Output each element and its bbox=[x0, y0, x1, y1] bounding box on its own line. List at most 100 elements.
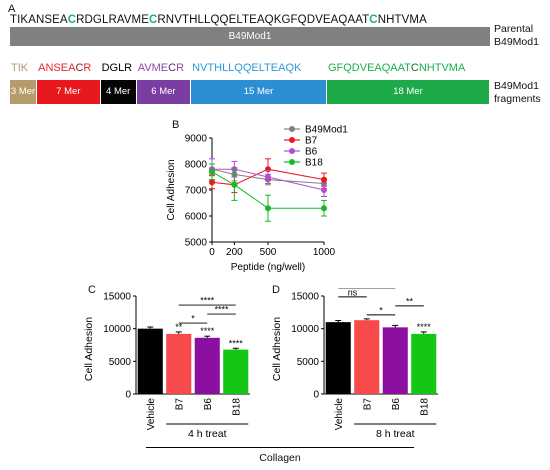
fragment-side-label: B49Mod1 fragments bbox=[494, 80, 541, 106]
x-tick-label: B7 bbox=[362, 398, 373, 411]
y-tick-label: 10000 bbox=[103, 324, 131, 335]
fragment-sequence-4: AVMECR bbox=[138, 62, 184, 74]
legend-swatch-dot bbox=[289, 159, 295, 165]
comparison-label: * bbox=[379, 305, 383, 315]
comparison-label: * bbox=[191, 314, 195, 324]
sequence-residue-run: C bbox=[67, 14, 77, 26]
fragment-residue-run: R bbox=[83, 62, 92, 74]
fragment-residue-run: ANSEA bbox=[38, 62, 76, 74]
legend-label: B18 bbox=[305, 158, 323, 169]
fragment-residue-run: NVTHLLQQELTEAQK bbox=[192, 62, 302, 74]
parental-bar: B49Mod1 bbox=[10, 27, 490, 46]
parental-side-label: Parental B49Mod1 bbox=[494, 23, 539, 49]
comparison-label: **** bbox=[214, 305, 229, 315]
data-point bbox=[209, 179, 215, 186]
sequence-residue-run: RDGLRAVME bbox=[76, 14, 149, 26]
fragment-bar-4: 6 Mer bbox=[136, 80, 191, 104]
treatment-label: 4 h treat bbox=[188, 428, 227, 440]
y-tick-label: 15000 bbox=[291, 292, 319, 303]
bar-chart-d: 0 5000 10000 15000 Cell Adhesion Vehicle B7 B6 *… bbox=[271, 288, 438, 440]
sequence-residue-run: TIKANSEA bbox=[10, 14, 68, 26]
y-tick-label: 15000 bbox=[103, 292, 131, 303]
fragment-bar-5: 15 Mer bbox=[191, 80, 326, 104]
panel-c-letter: C bbox=[88, 284, 96, 296]
fragment-bar-3: 4 Mer bbox=[100, 80, 136, 104]
fragment-side-label-line: B49Mod1 bbox=[494, 80, 539, 92]
fragment-residue-run: R bbox=[176, 62, 185, 74]
data-point bbox=[231, 181, 238, 188]
y-tick-label: 0 bbox=[125, 390, 131, 401]
legend-label: B6 bbox=[305, 147, 318, 158]
x-tick-label: B18 bbox=[419, 398, 430, 416]
series-line-B18 bbox=[211, 171, 324, 209]
data-point bbox=[209, 168, 215, 175]
y-tick-label: 9000 bbox=[185, 134, 208, 145]
fragment-residue-run: TIK bbox=[11, 62, 29, 74]
fragment-bar-2: 7 Mer bbox=[37, 80, 100, 104]
fragment-sequence-5: NVTHLLQQELTEAQK bbox=[192, 62, 301, 74]
y-tick-label: 10000 bbox=[291, 324, 319, 335]
x-tick-label: 500 bbox=[260, 247, 277, 258]
x-tick-label: 0 bbox=[209, 247, 215, 258]
collagen-rule bbox=[146, 447, 414, 448]
fragment-sequence-3: DGLR bbox=[102, 62, 133, 74]
x-tick-label: 200 bbox=[226, 247, 243, 258]
bar-significance: **** bbox=[200, 326, 215, 336]
legend-swatch-dot bbox=[289, 137, 295, 143]
y-tick-label: 0 bbox=[313, 390, 319, 401]
fragment-sequence-2: ANSEACR bbox=[38, 62, 91, 74]
x-tick-label: B6 bbox=[391, 398, 402, 411]
y-tick-label: 8000 bbox=[185, 160, 208, 171]
panel-b-letter: B bbox=[172, 119, 180, 131]
legend-swatch-dot bbox=[289, 148, 295, 154]
sequence-residue-run: C bbox=[369, 14, 378, 26]
fragment-residue-run: C bbox=[410, 62, 419, 74]
panel-d-letter: D bbox=[272, 284, 280, 296]
data-point bbox=[265, 205, 271, 212]
fragment-residue-run: GFQDVEAQAAT bbox=[327, 62, 411, 74]
bar-B18 bbox=[411, 333, 437, 394]
bar-Vehicle bbox=[137, 328, 163, 394]
legend-label: B7 bbox=[305, 136, 318, 147]
fragment-sequence-6: GFQDVEAQAATCNHTVMA bbox=[328, 62, 465, 74]
series-line-B6 bbox=[212, 168, 325, 191]
y-axis-label: Cell Adhesion bbox=[83, 317, 95, 381]
fragment-residue-run: AVME bbox=[137, 62, 169, 74]
x-tick-label: Vehicle bbox=[146, 398, 157, 431]
x-axis-label: Peptide (ng/well) bbox=[231, 262, 305, 273]
fragment-sequence-1: TIK bbox=[11, 62, 28, 74]
y-axis-label: Cell Adhesion bbox=[271, 317, 283, 381]
y-tick-label: 5000 bbox=[185, 238, 208, 249]
bar-B7 bbox=[354, 320, 380, 394]
data-point bbox=[321, 205, 327, 212]
bar-Vehicle bbox=[325, 322, 351, 394]
bar-significance: ** bbox=[175, 322, 183, 332]
legend-label: B49Mod1 bbox=[305, 125, 348, 136]
bar-B6 bbox=[382, 327, 408, 394]
bar-B18 bbox=[223, 349, 249, 394]
legend-swatch-dot bbox=[289, 126, 295, 132]
parental-sequence: TIKANSEACRDGLRAVMECRNVTHLLQQELTEAQKGFQDV… bbox=[10, 14, 427, 26]
data-point bbox=[321, 187, 327, 193]
sequence-residue-run: C bbox=[149, 14, 158, 26]
comparison-label: ** bbox=[406, 296, 414, 306]
y-axis-label: Cell Adhesion bbox=[166, 159, 177, 220]
sequence-residue-run: RNVTHLLQQELTEAQKGFQDVEAQAAT bbox=[157, 14, 370, 26]
x-tick-label: B6 bbox=[203, 398, 214, 411]
line-chart-b: 5000 6000 7000 8000 9000 0 200 500 1000 Peptide (… bbox=[166, 125, 348, 274]
treatment-label: 8 h treat bbox=[376, 428, 415, 440]
data-point bbox=[321, 176, 327, 183]
fragment-sequences: TIK ANSEACR DGLR AVMECR NVTHLLQQELTEAQK GFQDV… bbox=[10, 62, 490, 76]
fragment-bar-1: 3 Mer bbox=[10, 80, 37, 104]
fragment-residue-run: NHTVMA bbox=[418, 62, 466, 74]
bar-significance: **** bbox=[229, 338, 244, 348]
x-tick-label: 1000 bbox=[313, 247, 336, 258]
panel-a-letter: A bbox=[8, 3, 16, 15]
y-tick-label: 5000 bbox=[297, 357, 320, 368]
parental-side-label-line: B49Mod1 bbox=[494, 36, 539, 48]
comparison-label: **** bbox=[200, 296, 215, 306]
bar-chart-c: 0 5000 10000 15000 Cell Adhesion Vehicle ** B7 *… bbox=[83, 292, 250, 440]
parental-side-label-line: Parental bbox=[494, 23, 534, 35]
x-tick-label: B7 bbox=[174, 398, 185, 411]
fragment-residue-run: C bbox=[75, 62, 84, 74]
